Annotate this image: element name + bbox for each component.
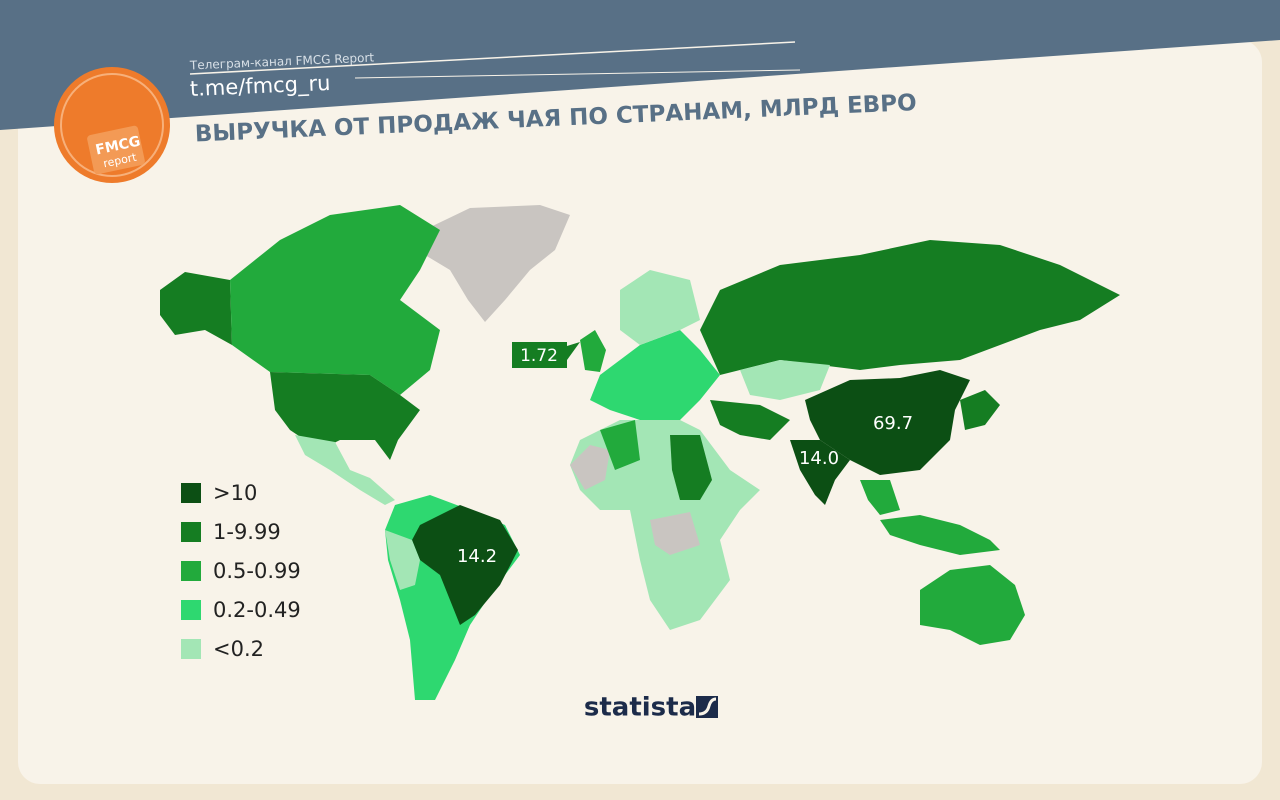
country bbox=[230, 205, 440, 395]
country bbox=[740, 360, 830, 400]
logo-ring bbox=[60, 73, 164, 177]
header-band bbox=[0, 0, 1280, 130]
map-label: 1.72 bbox=[520, 346, 558, 366]
rule bbox=[354, 69, 801, 79]
source: statista bbox=[584, 693, 696, 723]
map-labels: 1.72 69.7 14.0 14.2 bbox=[457, 342, 913, 567]
country bbox=[960, 390, 1000, 430]
label-pointer bbox=[567, 342, 580, 360]
map-label: 69.7 bbox=[873, 413, 913, 434]
country bbox=[295, 435, 395, 505]
country bbox=[590, 330, 720, 420]
source-icon-wave bbox=[698, 697, 717, 716]
country bbox=[650, 512, 700, 555]
country bbox=[580, 330, 606, 372]
country bbox=[790, 440, 850, 505]
logo-bag bbox=[87, 125, 145, 175]
country bbox=[570, 445, 610, 490]
country bbox=[620, 270, 700, 345]
country bbox=[805, 370, 970, 475]
country bbox=[710, 400, 790, 440]
legend-label: >10 bbox=[213, 481, 257, 505]
legend: >10 1-9.99 0.5-0.99 0.2-0.49 <0.2 bbox=[181, 481, 301, 661]
map-label: 14.0 bbox=[799, 448, 839, 469]
country bbox=[600, 420, 640, 470]
legend-label: 0.2-0.49 bbox=[213, 598, 301, 622]
label-box bbox=[512, 342, 567, 368]
country bbox=[412, 505, 518, 625]
country bbox=[880, 515, 1000, 555]
country bbox=[385, 530, 420, 590]
country bbox=[700, 240, 1120, 375]
legend-swatch bbox=[181, 600, 201, 620]
legend-swatch bbox=[181, 483, 201, 503]
legend-swatch bbox=[181, 561, 201, 581]
legend-swatch bbox=[181, 639, 201, 659]
greenland bbox=[420, 205, 570, 322]
country bbox=[160, 272, 232, 345]
legend-label: 1-9.99 bbox=[213, 520, 281, 544]
map-label: 14.2 bbox=[457, 546, 497, 567]
legend-label: 0.5-0.99 bbox=[213, 559, 301, 583]
legend-label: <0.2 bbox=[213, 637, 264, 661]
country bbox=[670, 435, 712, 500]
country bbox=[920, 565, 1025, 645]
legend-swatch bbox=[181, 522, 201, 542]
country bbox=[860, 480, 900, 515]
world-map bbox=[160, 205, 1120, 700]
rule bbox=[189, 41, 796, 75]
